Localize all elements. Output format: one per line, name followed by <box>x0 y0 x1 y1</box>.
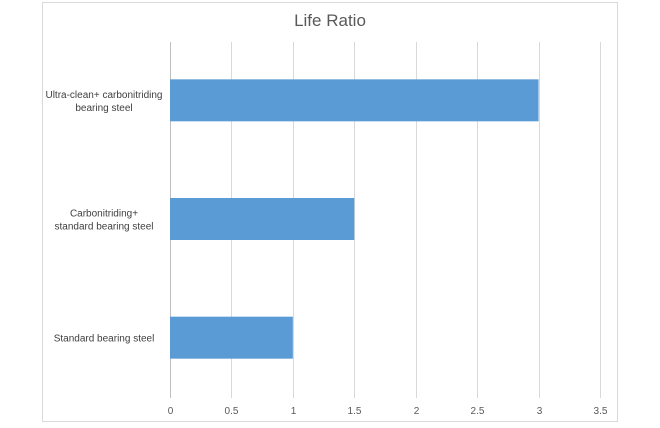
x-tick-label: 0.5 <box>225 406 239 417</box>
category-label: Carbonitriding+ <box>70 209 138 220</box>
bar <box>170 316 293 359</box>
x-tick-label: 3 <box>537 406 543 417</box>
x-tick-label: 0 <box>168 406 174 417</box>
bar <box>170 198 355 240</box>
x-tick-label: 1 <box>291 406 297 417</box>
category-label: Ultra-clean+ carbonitriding <box>45 90 162 101</box>
chart-title: Life Ratio <box>294 11 366 30</box>
category-label: bearing steel <box>75 103 132 114</box>
x-axis-ticks: 0 0.5 1 1.5 2 2.5 3 3.5 <box>168 406 608 417</box>
category-label: standard bearing steel <box>55 222 154 233</box>
bars <box>170 79 539 359</box>
x-tick-label: 2.5 <box>471 406 485 417</box>
y-axis-categories: Ultra-clean+ carbonitriding bearing steel… <box>45 90 162 345</box>
category-label: Standard bearing steel <box>54 334 155 345</box>
x-tick-label: 1.5 <box>348 406 362 417</box>
x-tick-label: 2 <box>414 406 420 417</box>
bar <box>170 79 539 122</box>
x-tick-label: 3.5 <box>594 406 608 417</box>
